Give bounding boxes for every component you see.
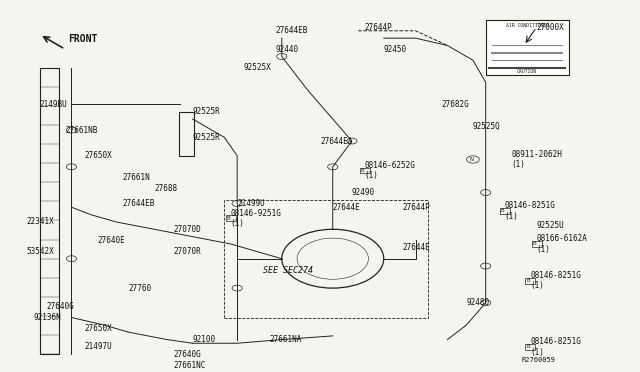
Text: 27644EB: 27644EB — [275, 26, 308, 35]
Text: 27640E: 27640E — [97, 236, 125, 245]
Text: 92525U: 92525U — [537, 221, 564, 230]
Text: R2760059: R2760059 — [522, 357, 556, 363]
Text: 27650X: 27650X — [84, 151, 112, 160]
Text: 92525Q: 92525Q — [473, 122, 500, 131]
Text: 27640G: 27640G — [46, 302, 74, 311]
Bar — [486, 20, 568, 75]
Text: 27644EB: 27644EB — [122, 199, 155, 208]
Text: 27650X: 27650X — [84, 324, 112, 333]
Text: 27000X: 27000X — [537, 23, 564, 32]
Text: 92450: 92450 — [384, 45, 407, 54]
Text: 08146-9251G
(1): 08146-9251G (1) — [231, 209, 282, 228]
Text: 27640G: 27640G — [173, 350, 201, 359]
Text: B: B — [527, 278, 530, 283]
Bar — [360, 167, 370, 173]
Text: 27661NC: 27661NC — [173, 361, 206, 370]
Text: 27760: 27760 — [129, 283, 152, 293]
Text: B: B — [533, 241, 536, 247]
Bar — [40, 68, 59, 354]
Text: 27070D: 27070D — [173, 225, 201, 234]
Bar — [179, 112, 194, 156]
Text: 08911-2062H
(1): 08911-2062H (1) — [511, 150, 562, 169]
Text: 21497U: 21497U — [84, 342, 112, 352]
Text: CAUTION: CAUTION — [517, 69, 537, 74]
Text: 92440: 92440 — [275, 45, 298, 54]
Text: 08146-8251G
(1): 08146-8251G (1) — [505, 201, 556, 221]
Text: 27644E: 27644E — [403, 243, 431, 252]
Text: 53542X: 53542X — [27, 247, 54, 256]
Text: 27644E: 27644E — [333, 203, 360, 212]
Text: 27661N: 27661N — [122, 173, 150, 182]
Text: N: N — [470, 157, 474, 162]
Text: 08146-8251G
(1): 08146-8251G (1) — [531, 271, 581, 291]
Text: 21499U: 21499U — [237, 199, 265, 208]
Text: 92525R: 92525R — [193, 133, 220, 142]
Text: 27644P: 27644P — [403, 203, 431, 212]
Text: 27661NB: 27661NB — [65, 125, 97, 135]
Text: 08146-8251G
(1): 08146-8251G (1) — [531, 337, 581, 357]
Text: 92490: 92490 — [352, 188, 375, 197]
Text: 27644P: 27644P — [365, 23, 392, 32]
Text: B: B — [501, 208, 504, 214]
Bar — [500, 208, 510, 214]
Text: 08146-6252G
(1): 08146-6252G (1) — [365, 161, 415, 180]
Text: 27661NA: 27661NA — [269, 335, 301, 344]
Text: B: B — [227, 216, 230, 221]
Bar — [525, 344, 536, 350]
Text: 92136N: 92136N — [33, 313, 61, 322]
Text: B: B — [361, 168, 364, 173]
Text: 27688: 27688 — [154, 185, 177, 193]
Text: 27682G: 27682G — [441, 100, 469, 109]
Text: FRONT: FRONT — [68, 34, 98, 44]
Text: SEE SEC274: SEE SEC274 — [263, 266, 313, 275]
Bar — [532, 241, 541, 247]
Text: AIR CONDITIONER: AIR CONDITIONER — [506, 23, 548, 28]
Bar — [226, 215, 236, 221]
Text: 22341X: 22341X — [27, 218, 54, 227]
Text: 92480: 92480 — [467, 298, 490, 307]
Text: B: B — [527, 344, 530, 349]
Text: 92100: 92100 — [193, 335, 216, 344]
Bar — [525, 278, 536, 284]
Text: 92525R: 92525R — [193, 107, 220, 116]
Text: 2149BU: 2149BU — [40, 100, 67, 109]
Bar — [225, 200, 428, 318]
Text: 08166-6162A
(1): 08166-6162A (1) — [537, 234, 588, 254]
Text: 27644EA: 27644EA — [320, 137, 353, 145]
Text: 27070R: 27070R — [173, 247, 201, 256]
Text: 92525X: 92525X — [244, 63, 271, 72]
